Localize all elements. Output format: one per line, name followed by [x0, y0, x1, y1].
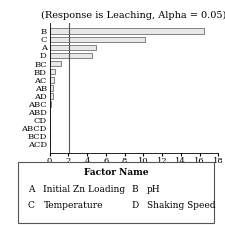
- FancyBboxPatch shape: [18, 162, 214, 223]
- Bar: [50, 93, 53, 99]
- Bar: [50, 36, 145, 42]
- Bar: [50, 101, 51, 107]
- Bar: [50, 53, 92, 58]
- Bar: [50, 85, 53, 91]
- Text: Initial Zn Loading: Initial Zn Loading: [43, 185, 126, 194]
- Text: Factor Name: Factor Name: [84, 169, 148, 178]
- Bar: [50, 77, 54, 83]
- Text: D: D: [132, 201, 139, 210]
- Bar: [50, 61, 61, 66]
- Title: (Response is Leaching, Alpha = 0.05): (Response is Leaching, Alpha = 0.05): [41, 11, 225, 20]
- X-axis label: Standardized Effect: Standardized Effect: [80, 171, 188, 180]
- Bar: [50, 28, 204, 34]
- Text: B: B: [132, 185, 138, 194]
- Bar: [50, 45, 96, 50]
- Text: Shaking Speed: Shaking Speed: [147, 201, 216, 210]
- Text: pH: pH: [147, 185, 161, 194]
- Text: A: A: [28, 185, 34, 194]
- Bar: [50, 69, 55, 74]
- Text: Temperature: Temperature: [43, 201, 103, 210]
- Text: C: C: [28, 201, 35, 210]
